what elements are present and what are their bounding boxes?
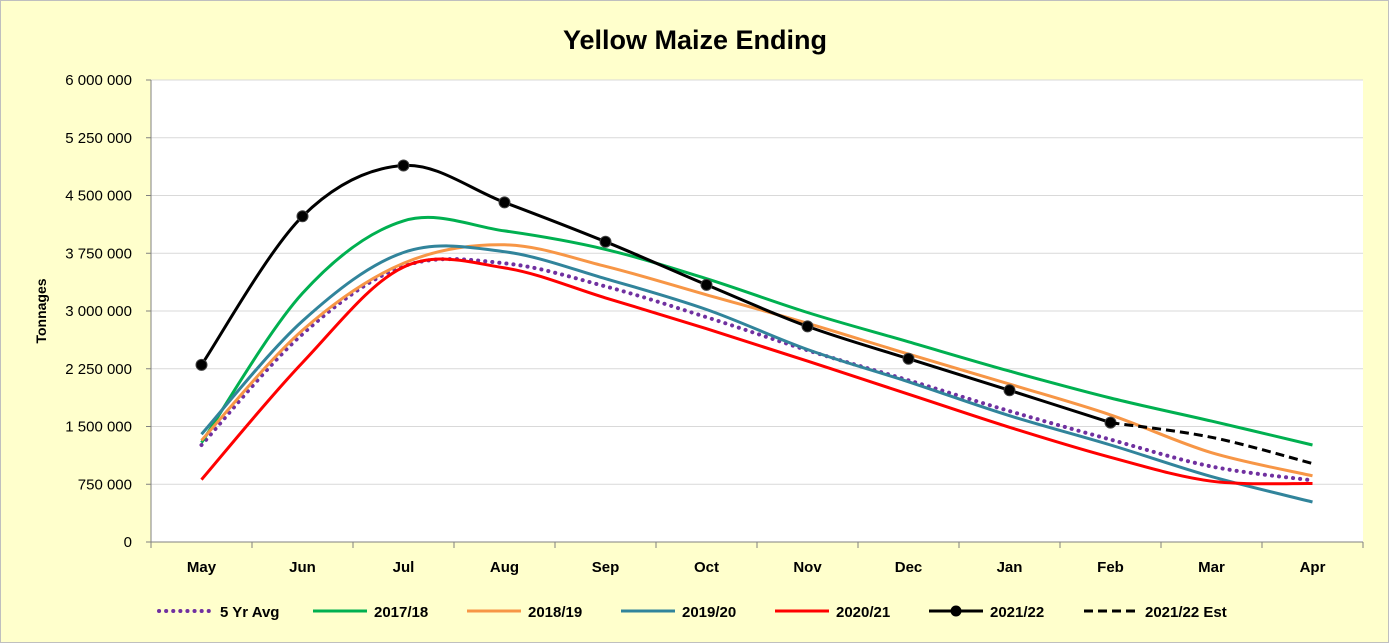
- series-line-2020-21: [200, 257, 1313, 486]
- axes: 0 750 000 1 500 000 2 250 000 3 000 000 3 750…: [65, 72, 1364, 576]
- x-tick-label: Dec: [895, 559, 923, 576]
- data-point-2021-22: [498, 196, 511, 209]
- x-tick-label: Oct: [694, 559, 719, 576]
- chart-title: Yellow Maize Ending: [563, 25, 827, 55]
- x-tick-label: May: [187, 559, 217, 576]
- y-tick-label: 750 000: [78, 476, 132, 493]
- gridlines: [151, 79, 1363, 485]
- data-point-2021-22: [296, 210, 309, 223]
- y-tick-label: 1 500 000: [65, 419, 132, 436]
- legend-marker-2021-22: [950, 605, 962, 617]
- legend-label-2019-20: 2019/20: [682, 604, 736, 621]
- x-tick-label: Jan: [997, 559, 1023, 576]
- data-point-2021-22: [902, 352, 915, 365]
- x-tick-label: Aug: [490, 559, 519, 576]
- y-tick-label: 4 500 000: [65, 188, 132, 205]
- series-line-2021-22-est: [1110, 421, 1313, 465]
- series-line-2018-19: [200, 243, 1313, 478]
- y-tick-label: 3 000 000: [65, 303, 132, 320]
- data-point-2021-22: [801, 320, 814, 333]
- y-axis-label: Tonnages: [33, 278, 49, 343]
- series-line-2019-20: [200, 244, 1313, 504]
- y-tick-label: 2 250 000: [65, 361, 132, 378]
- x-tick-label: Jul: [393, 559, 415, 576]
- y-tick-label: 0: [124, 534, 132, 551]
- legend-label-5-yr-avg: 5 Yr Avg: [220, 604, 279, 621]
- x-tick-label: Feb: [1097, 559, 1124, 576]
- x-tick-label: Sep: [592, 559, 620, 576]
- y-tick-label: 5 250 000: [65, 130, 132, 147]
- series-lines: [195, 159, 1315, 504]
- data-point-2021-22: [1003, 384, 1016, 397]
- legend: 5 Yr Avg 2017/18 2018/19 2019/20 2020/21 2021…: [157, 604, 1227, 621]
- y-tick-label: 3 750 000: [65, 245, 132, 262]
- data-point-2021-22: [599, 235, 612, 248]
- legend-label-2018-19: 2018/19: [528, 604, 582, 621]
- legend-label-2021-22: 2021/22: [990, 604, 1044, 621]
- legend-label-2021-22-est: 2021/22 Est: [1145, 604, 1227, 621]
- x-tick-label: Mar: [1198, 559, 1225, 576]
- legend-label-2020-21: 2020/21: [836, 604, 890, 621]
- y-tick-label: 6 000 000: [65, 72, 132, 89]
- x-tick-label: Apr: [1300, 559, 1326, 576]
- series-line-2017-18: [200, 215, 1313, 447]
- legend-label-2017-18: 2017/18: [374, 604, 428, 621]
- data-point-2021-22: [195, 358, 208, 371]
- series-line-2021-22: [200, 163, 1111, 425]
- x-tick-label: Nov: [793, 559, 822, 576]
- data-point-2021-22: [397, 159, 410, 172]
- data-point-2021-22: [700, 278, 713, 291]
- x-tick-label: Jun: [289, 559, 316, 576]
